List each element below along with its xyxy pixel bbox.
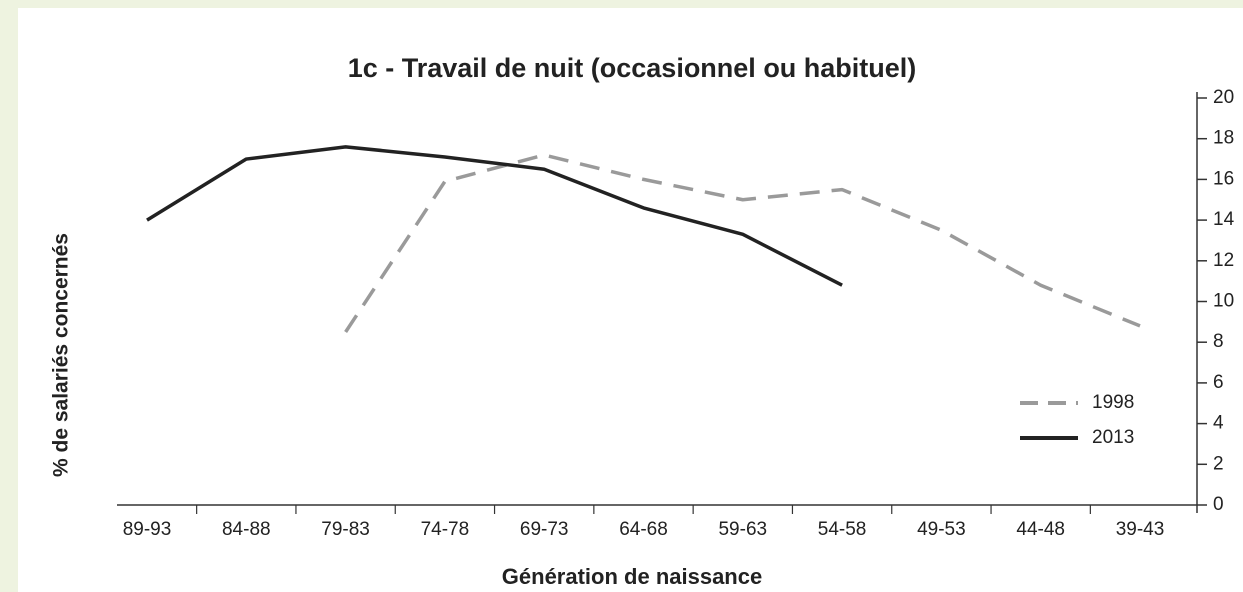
x-axis-label: Génération de naissance (502, 564, 762, 589)
y-tick-label: 4 (1213, 413, 1224, 434)
y-tick-label: 8 (1213, 331, 1224, 352)
y-tick-label: 2 (1213, 453, 1224, 474)
x-tick-label: 79-83 (321, 519, 370, 540)
y-tick-label: 10 (1213, 291, 1234, 312)
y-tick-label: 18 (1213, 128, 1234, 149)
y-tick-label: 14 (1213, 209, 1235, 230)
legend-label: 1998 (1092, 392, 1134, 413)
x-tick-label: 54-58 (818, 519, 867, 540)
x-tick-label: 44-48 (1016, 519, 1065, 540)
y-tick-label: 20 (1213, 87, 1234, 108)
x-tick-label: 59-63 (718, 519, 767, 540)
chart-title: 1c - Travail de nuit (occasionnel ou hab… (348, 53, 917, 83)
y-tick-label: 6 (1213, 372, 1224, 393)
x-tick-label: 64-68 (619, 519, 668, 540)
y-tick-label: 16 (1213, 168, 1234, 189)
x-tick-label: 39-43 (1116, 519, 1165, 540)
y-tick-label: 12 (1213, 250, 1234, 271)
x-tick-label: 74-78 (421, 519, 470, 540)
y-axis-label: % de salariés concernés (50, 233, 73, 477)
x-tick-label: 69-73 (520, 519, 569, 540)
y-tick-label: 0 (1213, 494, 1224, 515)
x-tick-label: 89-93 (123, 519, 172, 540)
panel (18, 8, 1243, 592)
line-1998 (344, 153, 1141, 333)
x-tick-label: 84-88 (222, 519, 271, 540)
x-tick-label: 49-53 (917, 519, 966, 540)
legend-label: 2013 (1092, 427, 1134, 448)
line-2013 (146, 145, 843, 287)
